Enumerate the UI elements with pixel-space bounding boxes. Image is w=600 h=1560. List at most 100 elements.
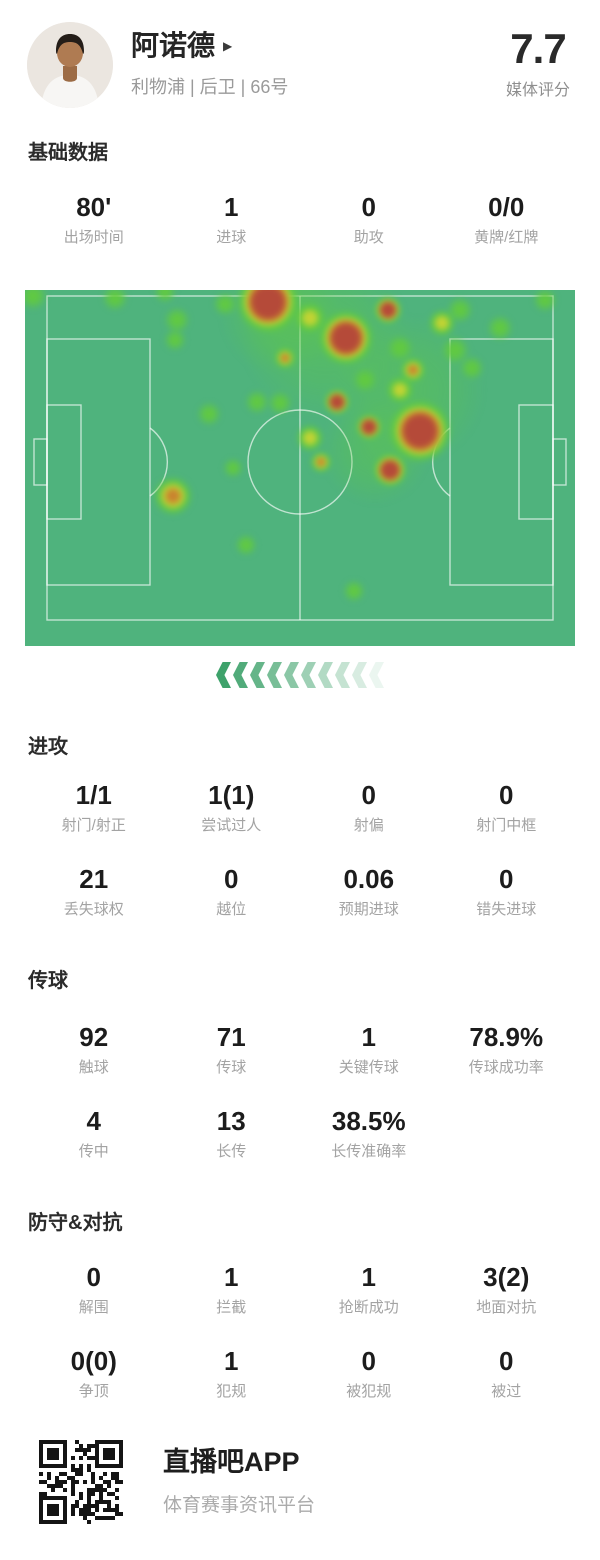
stat-label: 出场时间 [63,229,124,246]
stat-cell: 92 触球 [25,1022,163,1078]
heat-blob [388,399,452,463]
stat-value: 0 [499,780,514,810]
player-meta: 利物浦 | 后卫 | 66号 [131,77,289,97]
section-basic-stats: 基础数据 80' 出场时间 1 进球 0 助攻 0/0 黄牌/红牌 [0,140,600,248]
section-attack-stats: 进攻 1/1 射门/射正 1(1) 尝试过人 0 射偏 0 射门中框 21 丢失球权 0 越位 0.06… [0,734,600,920]
section-defense-stats: 防守&对抗 0 解围 1 拦截 1 抢断成功 3(2) 地面对抗 0(0) 争顶 1 犯规 0 被犯规 0 被… [0,1210,600,1402]
stat-label: 射偏 [353,817,384,834]
heat-blob [274,347,296,369]
stat-label: 进球 [216,229,247,246]
stat-row: 1/1 射门/射正 1(1) 尝试过人 0 射偏 0 射门中框 [0,780,600,836]
stat-value: 1 [224,192,239,222]
stat-value: 4 [86,1106,101,1136]
defense-stat-rows: 0 解围 1 拦截 1 抢断成功 3(2) 地面对抗 0(0) 争顶 1 犯规 0 被犯规 0 被过 [0,1262,600,1402]
stat-cell: 0 助攻 [300,192,438,248]
stat-label: 长传准确率 [331,1143,407,1160]
stat-cell: 0.06 预期进球 [300,864,438,920]
stat-label: 预期进球 [338,901,399,918]
heat-blob [164,329,186,351]
stat-value: 21 [79,864,109,894]
heat-blob [154,290,176,303]
app-name: 直播吧APP [163,1447,300,1477]
stat-cell: 1 关键传球 [300,1022,438,1078]
stat-label: 被过 [491,1383,522,1400]
stat-value: 0/0 [488,192,525,222]
heat-blob [268,391,292,415]
stat-cell: 71 传球 [163,1022,301,1078]
stat-value: 0 [499,864,514,894]
stat-cell: 21 丢失球权 [25,864,163,920]
chevron-left-icon [267,662,282,688]
heat-blob [387,335,413,361]
stat-cell: 1 抢断成功 [300,1262,438,1318]
heat-blob [428,309,456,337]
stat-cell: 0 越位 [163,864,301,920]
player-avatar [27,22,113,108]
stat-label: 射门/射正 [61,817,126,834]
stat-value: 0(0) [70,1346,117,1376]
stat-label: 争顶 [78,1383,109,1400]
app-promo-banner[interactable]: 直播吧APP 体育赛事资讯平台 [37,1438,600,1526]
player-detail-arrow-icon: ▶ [223,39,233,53]
media-rating-label: 媒体评分 [505,82,570,99]
stat-row: 92 触球 71 传球 1 关键传球 78.9% 传球成功率 [0,1022,600,1078]
stat-value: 80' [76,192,112,222]
stat-value: 78.9% [469,1022,544,1052]
stat-label: 越位 [216,901,247,918]
chevron-left-icon [233,662,248,688]
stat-cell: 0 射门中框 [438,780,576,836]
chevron-left-icon [216,662,231,688]
heat-blob [324,389,350,415]
stat-label: 犯规 [216,1383,247,1400]
heat-blob [25,290,47,310]
stat-value: 0 [224,864,239,894]
stat-row: 21 丢失球权 0 越位 0.06 预期进球 0 错失进球 [0,864,600,920]
player-name-row[interactable]: 阿诺德 ▶ [131,30,506,62]
stat-cell: 13 长传 [163,1106,301,1162]
heat-blob [373,453,407,487]
heatmap-blobs [25,290,575,646]
player-name: 阿诺德 [131,30,216,61]
stat-value: 0 [86,1262,101,1292]
chevron-left-icon [318,662,333,688]
stat-label: 传中 [78,1143,109,1160]
stat-cell: 0 被犯规 [300,1346,438,1402]
stat-value: 1/1 [75,780,112,810]
stat-cell: 0 射偏 [300,780,438,836]
stat-cell: 0(0) 争顶 [25,1346,163,1402]
chevron-left-icon [335,662,350,688]
heat-blob [296,424,324,452]
chevron-left-icon [301,662,316,688]
stat-cell: 0 错失进球 [438,864,576,920]
stat-label: 地面对抗 [476,1299,537,1316]
heat-blob [213,292,237,316]
stat-label: 助攻 [353,229,384,246]
stat-value: 1 [361,1022,376,1052]
stat-row: 0 解围 1 拦截 1 抢断成功 3(2) 地面对抗 [0,1262,600,1318]
heat-blob [245,390,269,414]
stat-value: 1 [224,1346,239,1376]
stat-label: 长传 [216,1143,247,1160]
stat-value: 13 [216,1106,246,1136]
heat-blob [400,357,426,383]
section-passing-stats: 传球 92 触球 71 传球 1 关键传球 78.9% 传球成功率 4 传中 13 长传 38.5% 长传… [0,968,600,1162]
stat-cell: 1 拦截 [163,1262,301,1318]
stat-row: 0(0) 争顶 1 犯规 0 被犯规 0 被过 [0,1346,600,1402]
app-promo-text: 直播吧APP 体育赛事资讯平台 [163,1446,315,1518]
stat-label: 解围 [78,1299,109,1316]
player-info: 阿诺德 ▶ 利物浦 | 后卫 | 66号 [113,22,506,98]
section-title: 进攻 [28,736,68,758]
stat-value: 0.06 [343,864,395,894]
stat-cell: 80' 出场时间 [25,192,163,248]
stat-value: 1 [224,1262,239,1292]
heat-blob [318,310,374,366]
stat-label: 尝试过人 [201,817,262,834]
heat-blob [310,451,332,473]
stat-value: 1(1) [208,780,255,810]
heat-blob [533,290,557,312]
media-rating: 7.7 媒体评分 [506,22,570,100]
heat-blob [343,580,365,602]
passing-stat-rows: 92 触球 71 传球 1 关键传球 78.9% 传球成功率 4 传中 13 长传 38.5% 长传准确率 [0,1022,600,1162]
qr-code [37,1438,125,1526]
section-title: 基础数据 [28,142,108,164]
